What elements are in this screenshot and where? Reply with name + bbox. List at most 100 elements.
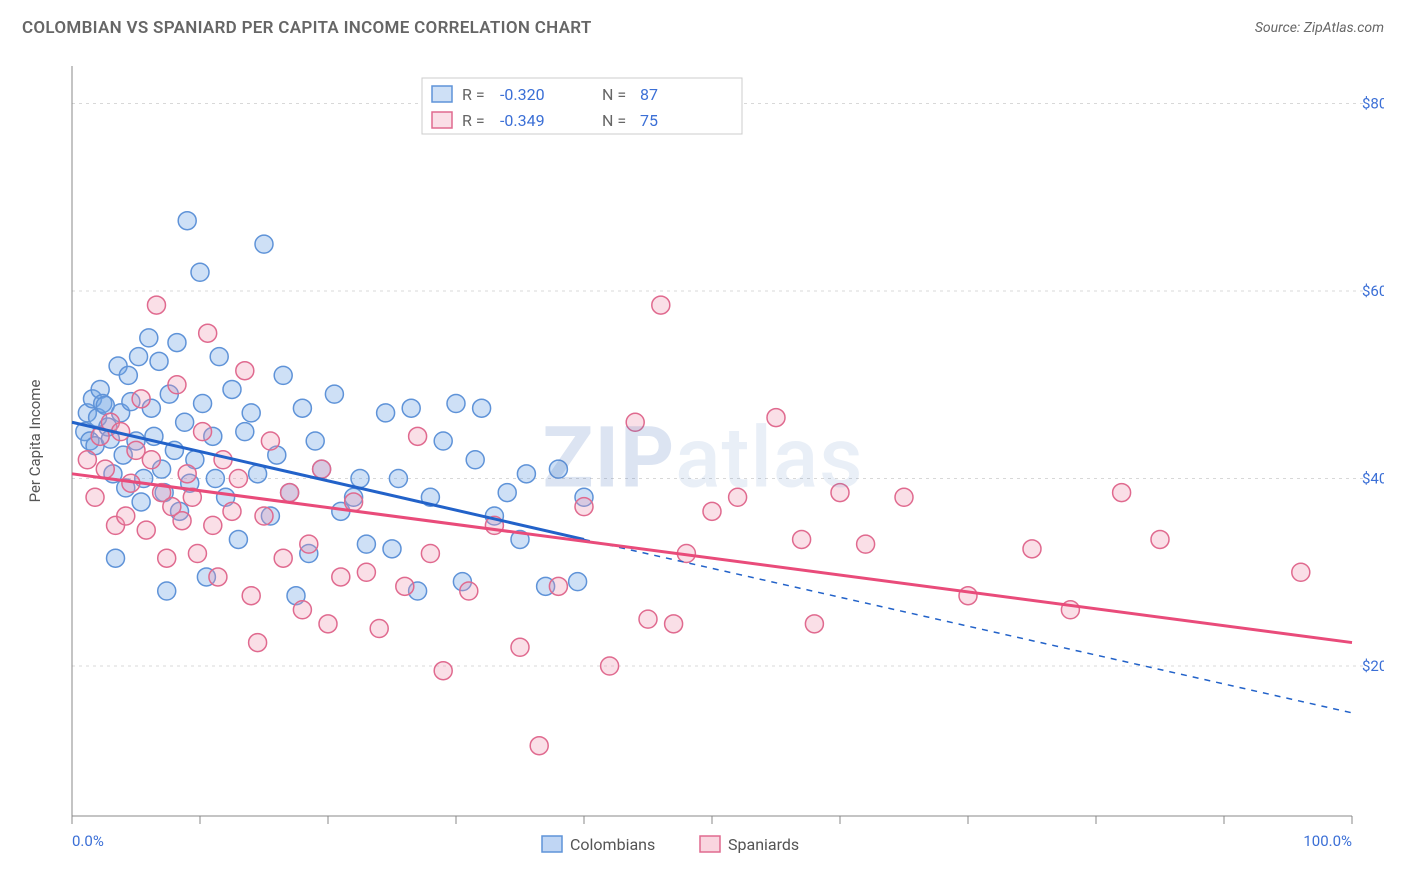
data-point bbox=[132, 493, 150, 511]
data-point bbox=[703, 502, 721, 520]
data-point bbox=[460, 582, 478, 600]
chart-title: COLOMBIAN VS SPANIARD PER CAPITA INCOME … bbox=[22, 18, 592, 38]
data-point bbox=[204, 516, 222, 534]
data-point bbox=[370, 620, 388, 638]
data-point bbox=[293, 601, 311, 619]
data-point bbox=[665, 615, 683, 633]
data-point bbox=[142, 451, 160, 469]
data-point bbox=[210, 348, 228, 366]
data-point bbox=[194, 395, 212, 413]
data-point bbox=[229, 470, 247, 488]
data-point bbox=[357, 535, 375, 553]
data-point bbox=[345, 493, 363, 511]
data-point bbox=[530, 737, 548, 755]
data-point bbox=[511, 638, 529, 656]
legend-label: Spaniards bbox=[728, 835, 799, 854]
chart-container: ZIPatlas $20,000$40,000$60,000$80,0000.0… bbox=[22, 58, 1384, 874]
data-point bbox=[793, 530, 811, 548]
data-point bbox=[255, 507, 273, 525]
svg-text:75: 75 bbox=[640, 111, 658, 130]
data-point bbox=[421, 545, 439, 563]
data-point bbox=[601, 657, 619, 675]
data-point bbox=[78, 451, 96, 469]
data-point bbox=[389, 470, 407, 488]
data-point bbox=[223, 380, 241, 398]
data-point bbox=[223, 502, 241, 520]
data-point bbox=[130, 348, 148, 366]
data-point bbox=[137, 521, 155, 539]
data-point bbox=[236, 423, 254, 441]
data-point bbox=[652, 296, 670, 314]
data-point bbox=[300, 535, 318, 553]
data-point bbox=[396, 577, 414, 595]
data-point bbox=[261, 432, 279, 450]
data-point bbox=[626, 413, 644, 431]
data-point bbox=[805, 615, 823, 633]
data-point bbox=[729, 488, 747, 506]
data-point bbox=[191, 263, 209, 281]
source-label: Source: ZipAtlas.com bbox=[1255, 20, 1384, 36]
x-tick-label: 100.0% bbox=[1303, 832, 1352, 850]
scatter-chart: $20,000$40,000$60,000$80,0000.0%100.0%Pe… bbox=[22, 58, 1384, 874]
data-point bbox=[1292, 563, 1310, 581]
data-point bbox=[293, 399, 311, 417]
data-point bbox=[119, 366, 137, 384]
data-point bbox=[857, 535, 875, 553]
data-point bbox=[206, 470, 224, 488]
data-point bbox=[409, 427, 427, 445]
data-point bbox=[549, 577, 567, 595]
data-point bbox=[209, 568, 227, 586]
data-point bbox=[147, 296, 165, 314]
data-point bbox=[194, 423, 212, 441]
data-point bbox=[140, 329, 158, 347]
data-point bbox=[158, 549, 176, 567]
data-point bbox=[325, 385, 343, 403]
svg-text:R =: R = bbox=[462, 111, 485, 130]
y-tick-label: $20,000 bbox=[1362, 657, 1384, 675]
data-point bbox=[242, 587, 260, 605]
data-point bbox=[96, 460, 114, 478]
data-point bbox=[959, 587, 977, 605]
data-point bbox=[831, 484, 849, 502]
data-point bbox=[767, 409, 785, 427]
data-point bbox=[313, 460, 331, 478]
data-point bbox=[229, 530, 247, 548]
data-point bbox=[447, 395, 465, 413]
data-point bbox=[332, 568, 350, 586]
data-point bbox=[132, 390, 150, 408]
data-point bbox=[274, 549, 292, 567]
data-point bbox=[199, 324, 217, 342]
data-point bbox=[434, 432, 452, 450]
y-tick-label: $40,000 bbox=[1362, 470, 1384, 488]
data-point bbox=[168, 376, 186, 394]
data-point bbox=[158, 582, 176, 600]
trend-line bbox=[72, 474, 1352, 643]
data-point bbox=[274, 366, 292, 384]
data-point bbox=[434, 662, 452, 680]
data-point bbox=[188, 545, 206, 563]
y-tick-label: $80,000 bbox=[1362, 95, 1384, 113]
data-point bbox=[107, 549, 125, 567]
data-point bbox=[249, 634, 267, 652]
data-point bbox=[517, 465, 535, 483]
data-point bbox=[1023, 540, 1041, 558]
data-point bbox=[895, 488, 913, 506]
data-point bbox=[575, 498, 593, 516]
data-point bbox=[466, 451, 484, 469]
data-point bbox=[176, 413, 194, 431]
legend-swatch bbox=[700, 836, 720, 852]
data-point bbox=[178, 212, 196, 230]
data-point bbox=[498, 484, 516, 502]
data-point bbox=[319, 615, 337, 633]
y-axis-label: Per Capita Income bbox=[26, 380, 44, 503]
data-point bbox=[242, 404, 260, 422]
data-point bbox=[236, 362, 254, 380]
legend-swatch bbox=[542, 836, 562, 852]
legend-label: Colombians bbox=[570, 835, 655, 854]
svg-text:87: 87 bbox=[640, 85, 658, 104]
data-point bbox=[306, 432, 324, 450]
data-point bbox=[377, 404, 395, 422]
svg-text:-0.349: -0.349 bbox=[500, 111, 545, 130]
data-point bbox=[1113, 484, 1131, 502]
data-point bbox=[357, 563, 375, 581]
